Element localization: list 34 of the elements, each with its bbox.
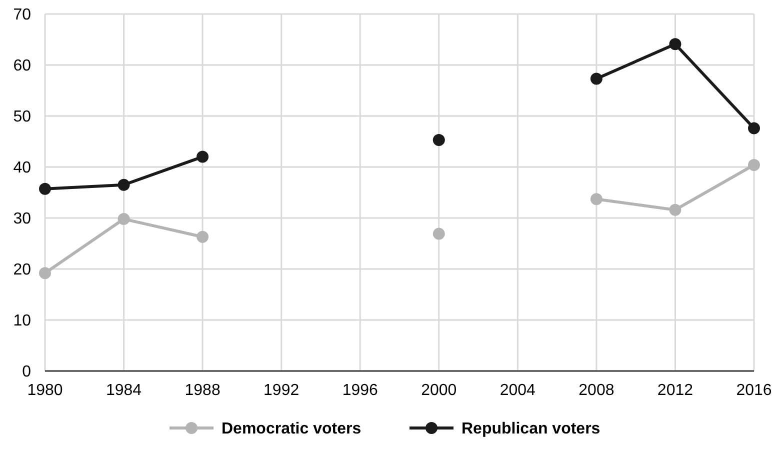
point — [118, 213, 130, 226]
point — [196, 230, 209, 243]
x-tick-label: 1992 — [264, 382, 300, 399]
y-tick-label: 20 — [13, 262, 32, 279]
y-tick-label: 60 — [13, 58, 32, 75]
x-tick-label: 1996 — [342, 382, 378, 399]
legend-label: Democratic voters — [222, 420, 362, 438]
point — [748, 158, 760, 171]
x-tick-label: 2008 — [578, 382, 614, 399]
legend-label: Republican voters — [462, 420, 600, 438]
x-tick-label: 2000 — [421, 382, 457, 399]
point — [39, 267, 51, 280]
y-tick-label: 10 — [13, 312, 32, 330]
x-tick-label: 2012 — [657, 382, 694, 399]
point — [669, 38, 682, 50]
x-tick-label: 1984 — [106, 382, 142, 399]
point — [196, 150, 209, 163]
point — [748, 122, 760, 134]
point — [118, 178, 130, 191]
point — [669, 204, 682, 216]
point — [39, 182, 51, 195]
x-tick-label: 2004 — [500, 382, 536, 399]
x-tick-label: 1980 — [27, 382, 63, 399]
y-tick-label: 40 — [13, 160, 32, 177]
point — [590, 72, 602, 85]
y-tick-label: 0 — [22, 364, 32, 381]
point — [590, 193, 602, 206]
point — [432, 228, 445, 240]
x-tick-label: 1988 — [184, 382, 220, 399]
x-tick-label: 2016 — [736, 382, 772, 399]
y-tick-label: 30 — [13, 210, 32, 228]
y-tick-label: 70 — [13, 6, 32, 24]
y-tick-label: 50 — [13, 108, 32, 126]
point — [432, 134, 445, 146]
